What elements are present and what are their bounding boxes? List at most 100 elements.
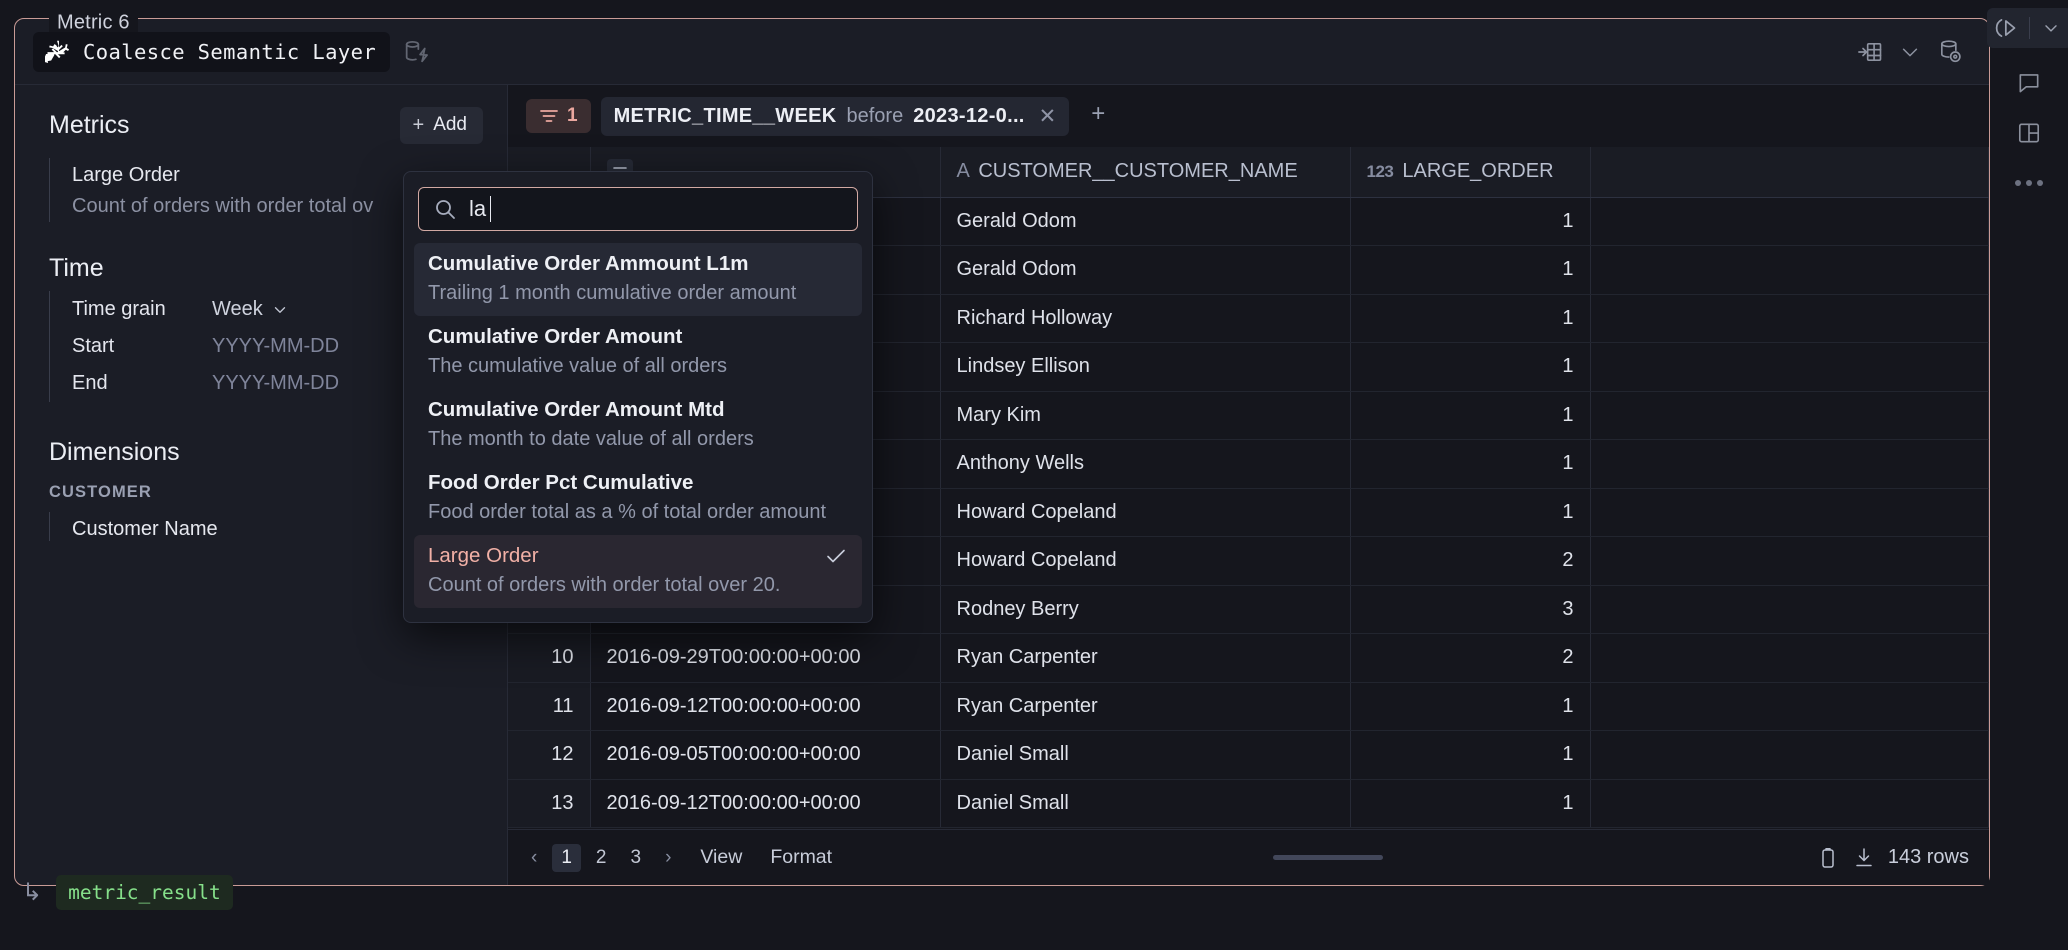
- metric-option-row: Cumulative Order Amount: [428, 325, 848, 349]
- page-button-2[interactable]: 2: [595, 846, 607, 868]
- cell-customer-name: Lindsey Ellison: [940, 342, 1351, 392]
- col-header-large-order-label: LARGE_ORDER: [1402, 160, 1554, 183]
- row-count-label: 143 rows: [1887, 846, 1969, 868]
- rail-divider: [2028, 17, 2030, 39]
- metric-option-name: Cumulative Order Amount: [428, 325, 683, 348]
- filter-count-badge[interactable]: 1: [526, 99, 591, 133]
- prev-page-button[interactable]: ‹: [531, 846, 538, 868]
- metric-frame: Metric 6 Coalesce Semantic Layer: [14, 11, 1990, 886]
- col-header-large-order[interactable]: 123 LARGE_ORDER: [1350, 147, 1591, 198]
- time-start-input[interactable]: YYYY-MM-DD: [212, 335, 340, 357]
- table-row[interactable]: 10 2016-09-29T00:00:00+00:00 Ryan Carpente…: [508, 633, 1989, 683]
- cell-time: 2016-09-12T00:00:00+00:00: [590, 682, 941, 731]
- next-page-button[interactable]: ›: [665, 846, 672, 868]
- table-row[interactable]: 12 2016-09-05T00:00:00+00:00 Daniel Small 1: [508, 730, 1989, 780]
- result-name-pill[interactable]: metric_result: [56, 875, 233, 910]
- add-metric-button[interactable]: + Add: [399, 107, 483, 144]
- metric-item-desc: Count of orders with order total ov: [72, 195, 374, 217]
- cell-time: 2016-09-05T00:00:00+00:00: [590, 730, 941, 780]
- table-row[interactable]: 11 2016-09-12T00:00:00+00:00 Ryan Carpente…: [508, 682, 1989, 731]
- output-arrow-icon: ↳: [22, 878, 43, 906]
- cell-large-order: 1: [1350, 439, 1591, 489]
- dimensions-heading: Dimensions: [49, 438, 180, 466]
- filter-field: METRIC_TIME__WEEK: [613, 104, 837, 127]
- metric-option-name: Cumulative Order Ammount L1m: [428, 252, 749, 275]
- metric-item-name[interactable]: Large Order: [72, 164, 180, 186]
- more-options-icon[interactable]: [2006, 160, 2052, 206]
- time-grain-row: Time grain Week: [72, 291, 507, 328]
- col-header-customer-name[interactable]: A CUSTOMER__CUSTOMER_NAME: [940, 147, 1351, 198]
- clipboard-icon[interactable]: [1816, 846, 1840, 870]
- metric-option-row: Food Order Pct Cumulative: [428, 471, 848, 495]
- snowflake-icon: [45, 39, 71, 65]
- cell-filler: [1590, 488, 1989, 537]
- metric-option-name: Food Order Pct Cumulative: [428, 471, 694, 494]
- cell-large-order: 1: [1350, 342, 1591, 392]
- chevron-down-icon[interactable]: [2030, 8, 2068, 48]
- cell-large-order: 1: [1350, 294, 1591, 343]
- time-section-header: Time: [15, 254, 507, 283]
- metric-option[interactable]: Cumulative Order Amount The cumulative va…: [414, 316, 862, 389]
- filter-chip[interactable]: METRIC_TIME__WEEK before 2023-12-0... ✕: [600, 96, 1070, 136]
- format-menu-button[interactable]: Format: [770, 846, 833, 868]
- close-icon[interactable]: ✕: [1038, 104, 1057, 128]
- cell-large-order: 1: [1350, 488, 1591, 537]
- cell-index: 12: [508, 730, 591, 780]
- cell-index: 13: [508, 779, 591, 828]
- metric-option-row: Cumulative Order Amount Mtd: [428, 398, 848, 422]
- footer-actions: 143 rows: [1816, 846, 1969, 870]
- metric-option[interactable]: Large Order Count of orders with order to…: [414, 535, 862, 608]
- horizontal-scrollbar[interactable]: [846, 855, 1810, 860]
- metric-option-desc: The cumulative value of all orders: [428, 355, 728, 377]
- cell-customer-name: Mary Kim: [940, 391, 1351, 440]
- col-header-filler: [1590, 147, 1989, 198]
- metric-option-desc: Food order total as a % of total order a…: [428, 501, 826, 523]
- page-button-1[interactable]: 1: [552, 843, 581, 872]
- download-icon[interactable]: [1852, 846, 1876, 870]
- cell-customer-name: Daniel Small: [940, 779, 1351, 828]
- run-icon[interactable]: [1987, 8, 2029, 48]
- cell-customer-name: Howard Copeland: [940, 488, 1351, 537]
- metric-option-desc: Trailing 1 month cumulative order amount: [428, 282, 797, 304]
- table-row[interactable]: 13 2016-09-12T00:00:00+00:00 Daniel Small 1: [508, 779, 1989, 828]
- metric-picker-dropdown[interactable]: la Cumulative Order Ammount L1m Trailing …: [403, 171, 873, 623]
- time-end-label: End: [72, 372, 108, 394]
- filter-value: 2023-12-0...: [913, 104, 1025, 127]
- metric-option[interactable]: Cumulative Order Amount Mtd The month to …: [414, 389, 862, 462]
- add-filter-button[interactable]: +: [1091, 100, 1106, 127]
- time-end-row: End YYYY-MM-DD: [72, 365, 507, 402]
- comment-icon[interactable]: [2006, 60, 2052, 106]
- layout-panel-icon[interactable]: [2006, 110, 2052, 156]
- cell-customer-name: Ryan Carpenter: [940, 633, 1351, 683]
- metric-option[interactable]: Cumulative Order Ammount L1m Trailing 1 m…: [414, 243, 862, 316]
- cell-customer-name: Gerald Odom: [940, 245, 1351, 295]
- filter-icon: [540, 110, 558, 122]
- metric-option-row: Large Order: [428, 544, 848, 568]
- metric-option[interactable]: Food Order Pct Cumulative Food order tota…: [414, 462, 862, 535]
- cell-index: 11: [508, 682, 591, 731]
- right-rail: [1986, 8, 2068, 206]
- scrollbar-thumb[interactable]: [1272, 855, 1383, 860]
- cell-customer-name: Rodney Berry: [940, 585, 1351, 634]
- cell-filler: [1590, 585, 1989, 634]
- search-icon: [436, 200, 455, 219]
- cell-index: 10: [508, 633, 591, 683]
- view-menu-button[interactable]: View: [700, 846, 743, 868]
- table-insert-icon[interactable]: [1853, 35, 1887, 69]
- page-button-3[interactable]: 3: [630, 846, 642, 868]
- lightning-database-icon[interactable]: [402, 38, 430, 66]
- cell-filler: [1590, 294, 1989, 343]
- filter-operator: before: [846, 104, 904, 127]
- plus-icon: +: [412, 114, 425, 136]
- cell-filler: [1590, 730, 1989, 780]
- time-end-input[interactable]: YYYY-MM-DD: [212, 372, 340, 394]
- result-output: ↳ metric_result: [22, 875, 233, 910]
- metric-search-field[interactable]: la: [418, 187, 858, 231]
- metric-option-desc: The month to date value of all orders: [428, 428, 754, 450]
- dimension-item-name[interactable]: Customer Name: [72, 518, 218, 540]
- database-preview-icon[interactable]: [1933, 35, 1967, 69]
- time-grain-select[interactable]: Week: [212, 298, 289, 321]
- chevron-down-icon[interactable]: [1893, 35, 1927, 69]
- run-group: [1986, 8, 2068, 48]
